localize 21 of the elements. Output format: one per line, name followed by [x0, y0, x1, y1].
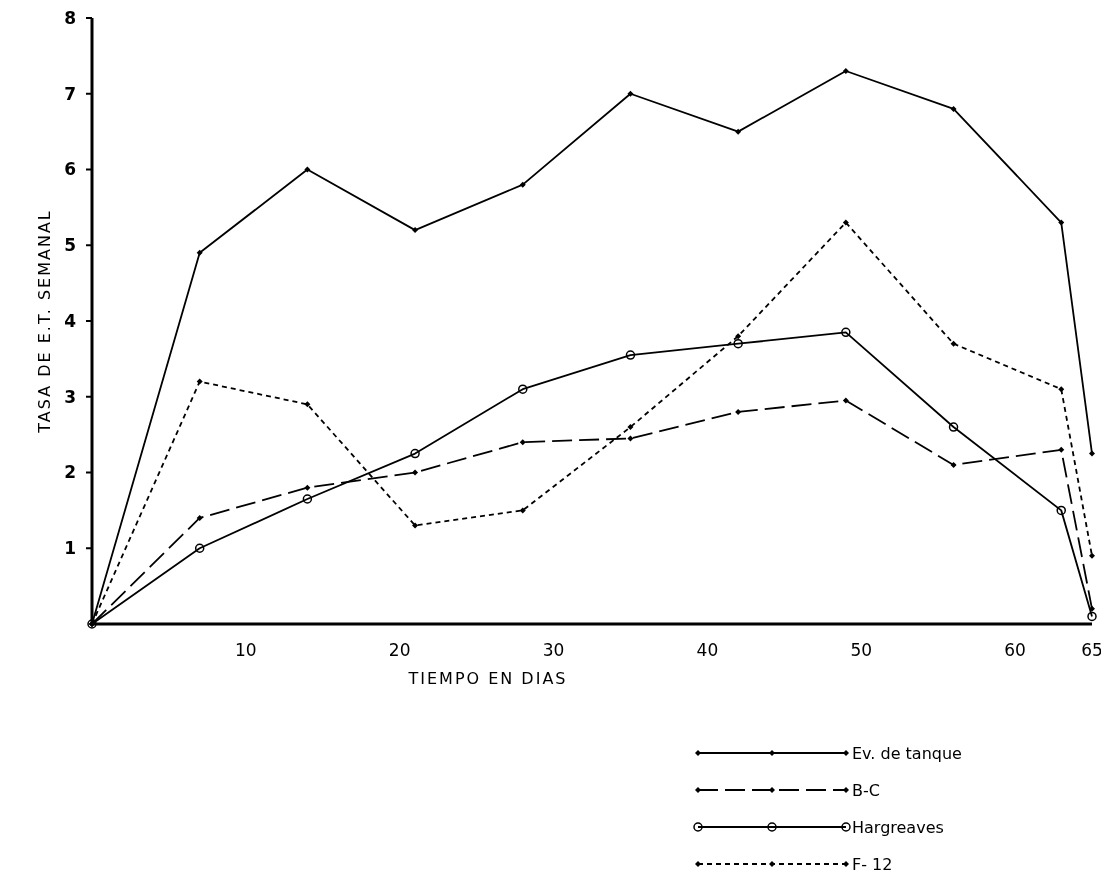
y-tick-label: 8: [64, 7, 76, 28]
x-tick-label: 40: [696, 640, 719, 660]
y-tick-label: 1: [64, 538, 76, 559]
legend-label: Ev. de tanque: [852, 743, 962, 763]
x-tick-label: 65: [1081, 640, 1103, 660]
y-tick-label: 6: [64, 159, 76, 180]
x-tick-label: 10: [235, 640, 257, 660]
y-tick-label: 7: [64, 83, 76, 104]
y-tick-label: 3: [64, 386, 76, 407]
legend-label: F- 12: [852, 854, 893, 874]
x-axis-title: TIEMPO EN DIAS: [407, 669, 568, 688]
y-tick-label: 4: [64, 310, 77, 331]
y-axis-title: TASA DE E.T. SEMANAL: [35, 209, 54, 434]
legend-label: Hargreaves: [852, 817, 944, 837]
x-tick-label: 20: [388, 640, 411, 660]
legend-label: B-C: [852, 780, 880, 800]
x-tick-label: 60: [1004, 640, 1026, 660]
y-tick-label: 2: [64, 462, 76, 483]
x-tick-label: 50: [850, 640, 873, 660]
x-tick-label: 30: [542, 640, 565, 660]
y-tick-label: 5: [64, 235, 76, 256]
